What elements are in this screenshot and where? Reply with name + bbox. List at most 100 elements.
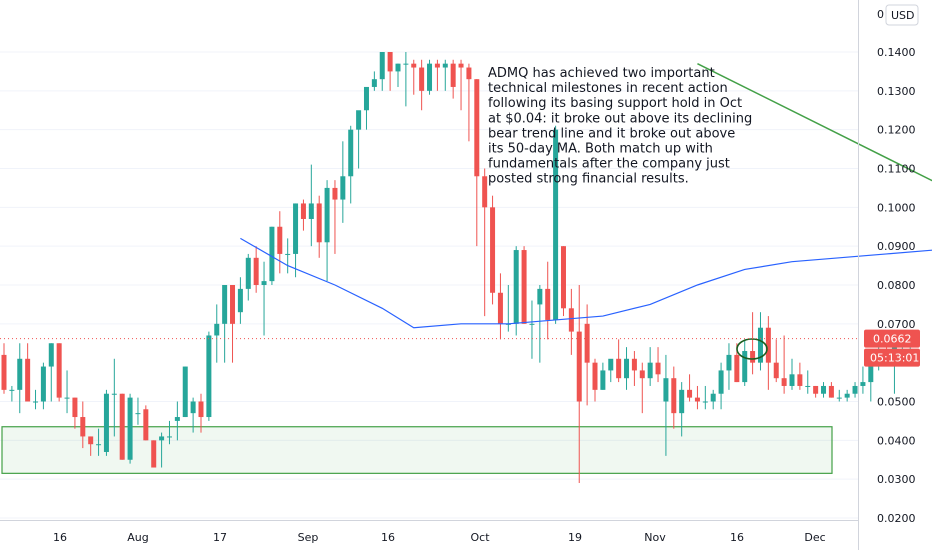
candle-body <box>340 176 346 200</box>
candle-body <box>237 288 243 313</box>
candle-body <box>529 323 535 325</box>
bear-trendline <box>697 62 932 182</box>
candle-body <box>261 281 267 285</box>
y-tick-label: 0.1200 <box>877 124 916 137</box>
candle-body <box>363 86 369 111</box>
x-tick-label: Aug <box>127 531 148 544</box>
x-tick-label: 16 <box>53 531 67 544</box>
candle-body <box>765 327 771 363</box>
candle-body <box>9 389 15 391</box>
y-tick-label: 0.1000 <box>877 201 916 214</box>
candle-body <box>245 257 251 289</box>
candle-body <box>647 362 653 379</box>
annotation-text-line: at $0.04: it broke out above its declini… <box>488 111 752 126</box>
candle-body <box>427 63 433 91</box>
candle-body <box>726 354 732 371</box>
candle-body <box>844 393 850 398</box>
candle-body <box>206 335 212 418</box>
y-tick-label: 0.0800 <box>877 279 916 292</box>
candle-body <box>72 397 78 418</box>
annotation-text-line: bear trend line and it broke out above <box>488 126 735 141</box>
candle-body <box>64 397 70 399</box>
candle-body <box>324 187 330 243</box>
candle-body <box>356 110 362 130</box>
y-tick-label: 0.1100 <box>877 163 916 176</box>
candle-body <box>828 385 834 398</box>
candle-body <box>403 63 409 65</box>
candle-body <box>702 401 708 403</box>
x-tick-label: 19 <box>568 531 582 544</box>
y-tick-label-top: 0 <box>877 8 884 21</box>
candle-body <box>395 63 401 72</box>
candle-body <box>836 397 842 399</box>
countdown-value: 05:13:01 <box>870 352 919 365</box>
candle-body <box>40 366 46 402</box>
annotation-text-line: fundamentals after the company just <box>488 157 730 172</box>
currency-button[interactable] <box>885 4 919 26</box>
candle-body <box>442 63 448 68</box>
candle-body <box>293 203 299 254</box>
candle-body <box>159 436 165 441</box>
candle-body <box>88 436 94 445</box>
candle-body <box>655 362 661 375</box>
candle-body <box>474 79 480 177</box>
candle-body <box>379 52 385 80</box>
candle-body <box>490 207 496 293</box>
candle-body <box>182 366 188 418</box>
candle-body <box>797 374 803 386</box>
candle-body <box>190 401 196 414</box>
candle-body <box>868 354 874 383</box>
annotation-text-line: following its basing support hold in Oct <box>488 96 742 111</box>
grid-layer <box>0 51 858 519</box>
candle-body <box>584 323 590 363</box>
y-tick-label: 0.0500 <box>877 396 916 409</box>
candle-body <box>576 331 582 402</box>
x-tick-label: 17 <box>213 531 227 544</box>
candle-body <box>285 253 291 255</box>
candle-body <box>608 358 614 371</box>
countdown-tag <box>864 348 920 367</box>
candle-body <box>497 292 503 324</box>
candles-layer <box>1 52 913 484</box>
candle-body <box>222 285 228 324</box>
candle-body <box>466 67 472 80</box>
ma-50-line <box>240 237 932 329</box>
annotation-text-line: technical milestones in recent action <box>488 81 728 96</box>
candle-body <box>537 288 543 305</box>
support-zone-layer <box>1 426 833 474</box>
support-zone <box>1 426 833 474</box>
candle-body <box>119 393 125 460</box>
candle-body <box>17 358 23 390</box>
candle-body <box>750 351 756 363</box>
candle-body <box>143 409 149 441</box>
candle-body <box>253 257 259 285</box>
candle-body <box>230 285 236 324</box>
candle-body <box>694 397 700 402</box>
x-tick-label: Nov <box>644 531 666 544</box>
candle-body <box>96 444 102 446</box>
candle-body <box>419 67 425 91</box>
candle-body <box>734 354 740 383</box>
candle-body <box>757 327 763 363</box>
candle-body <box>1 354 7 390</box>
candle-body <box>269 226 275 282</box>
candle-body <box>316 203 322 243</box>
candle-body <box>553 129 559 320</box>
y-tick-label: 0.0700 <box>877 318 916 331</box>
candle-body <box>600 370 606 390</box>
trendline-layer <box>0 62 932 360</box>
candle-body <box>860 382 866 386</box>
candle-body <box>166 436 172 438</box>
candle-body <box>56 343 62 398</box>
candle-body <box>214 323 220 336</box>
candle-body <box>33 401 39 403</box>
x-tick-label: Sep <box>298 531 319 544</box>
candle-body <box>805 385 811 387</box>
candle-body <box>687 389 693 398</box>
candle-body <box>710 393 716 402</box>
candle-body <box>411 63 417 68</box>
x-tick-label: Dec <box>804 531 825 544</box>
x-tick-label: 16 <box>381 531 395 544</box>
